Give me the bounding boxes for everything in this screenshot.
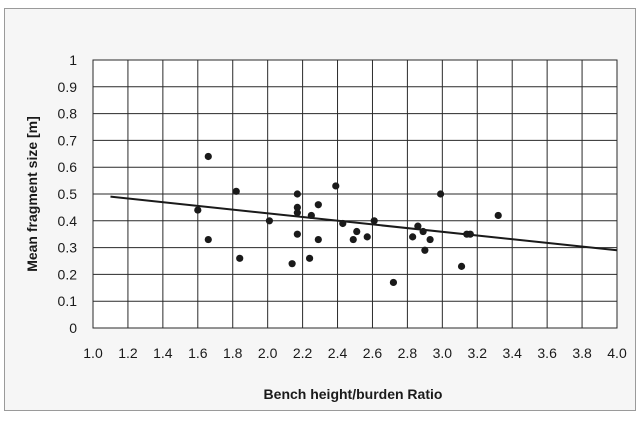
x-tick-label: 4.0 (607, 345, 627, 361)
data-point (305, 254, 314, 262)
data-point (414, 222, 422, 230)
x-tick-label: 1.2 (118, 345, 138, 361)
data-point (293, 230, 301, 238)
data-point (494, 211, 502, 220)
data-point (314, 235, 322, 244)
y-axis-title: Mean fragment size [m] (24, 116, 40, 272)
data-point (194, 206, 202, 214)
x-tick-label: 1.0 (83, 345, 103, 361)
x-tick-label: 2.2 (293, 345, 313, 361)
data-point (314, 201, 322, 209)
x-tick-label: 3.2 (468, 345, 488, 361)
y-tick-label: 0.1 (58, 293, 78, 309)
y-tick-label: 0.7 (58, 132, 78, 148)
data-point (339, 219, 347, 228)
data-point (288, 260, 296, 268)
data-point (293, 203, 301, 211)
data-point (236, 254, 244, 262)
data-point (419, 227, 427, 236)
data-point (293, 209, 301, 217)
x-tick-label: 3.0 (433, 345, 453, 361)
x-tick-label: 3.8 (572, 345, 592, 361)
y-tick-label: 0.6 (58, 159, 78, 175)
data-point (370, 217, 378, 225)
data-point (436, 190, 445, 198)
x-tick-label: 2.4 (328, 345, 348, 361)
trendline (110, 195, 618, 252)
data-point (332, 182, 340, 190)
data-point (363, 233, 371, 241)
x-tick-label: 1.4 (153, 345, 173, 361)
x-tick-label: 3.6 (537, 345, 557, 361)
data-point (426, 235, 434, 244)
data-point (389, 278, 398, 287)
data-point (307, 211, 315, 220)
x-tick-label: 3.4 (502, 345, 522, 361)
data-point (232, 187, 240, 195)
y-tick-label: 0.4 (58, 213, 78, 229)
y-tick-label: 0.2 (58, 266, 78, 282)
x-axis-title: Bench height/burden Ratio (264, 386, 443, 402)
data-point (421, 246, 429, 254)
data-point (457, 262, 466, 270)
data-point (353, 227, 361, 236)
y-tick-label: 0.3 (58, 240, 78, 256)
data-point (349, 235, 357, 244)
y-tick-label: 0.9 (58, 79, 78, 95)
x-tick-label: 1.6 (188, 345, 208, 361)
data-point (466, 230, 474, 238)
y-tick-label: 0 (69, 320, 77, 336)
data-point (204, 152, 212, 161)
x-tick-label: 2.0 (258, 345, 278, 361)
data-point (265, 217, 274, 225)
x-tick-label: 2.6 (363, 345, 383, 361)
x-tick-label: 2.8 (398, 345, 418, 361)
y-tick-label: 0.5 (58, 186, 78, 202)
y-tick-label: 1 (69, 52, 77, 68)
data-point (204, 235, 212, 244)
x-tick-label: 1.8 (223, 345, 243, 361)
data-point (293, 190, 301, 198)
y-tick-label: 0.8 (58, 106, 78, 122)
data-point (409, 233, 417, 241)
